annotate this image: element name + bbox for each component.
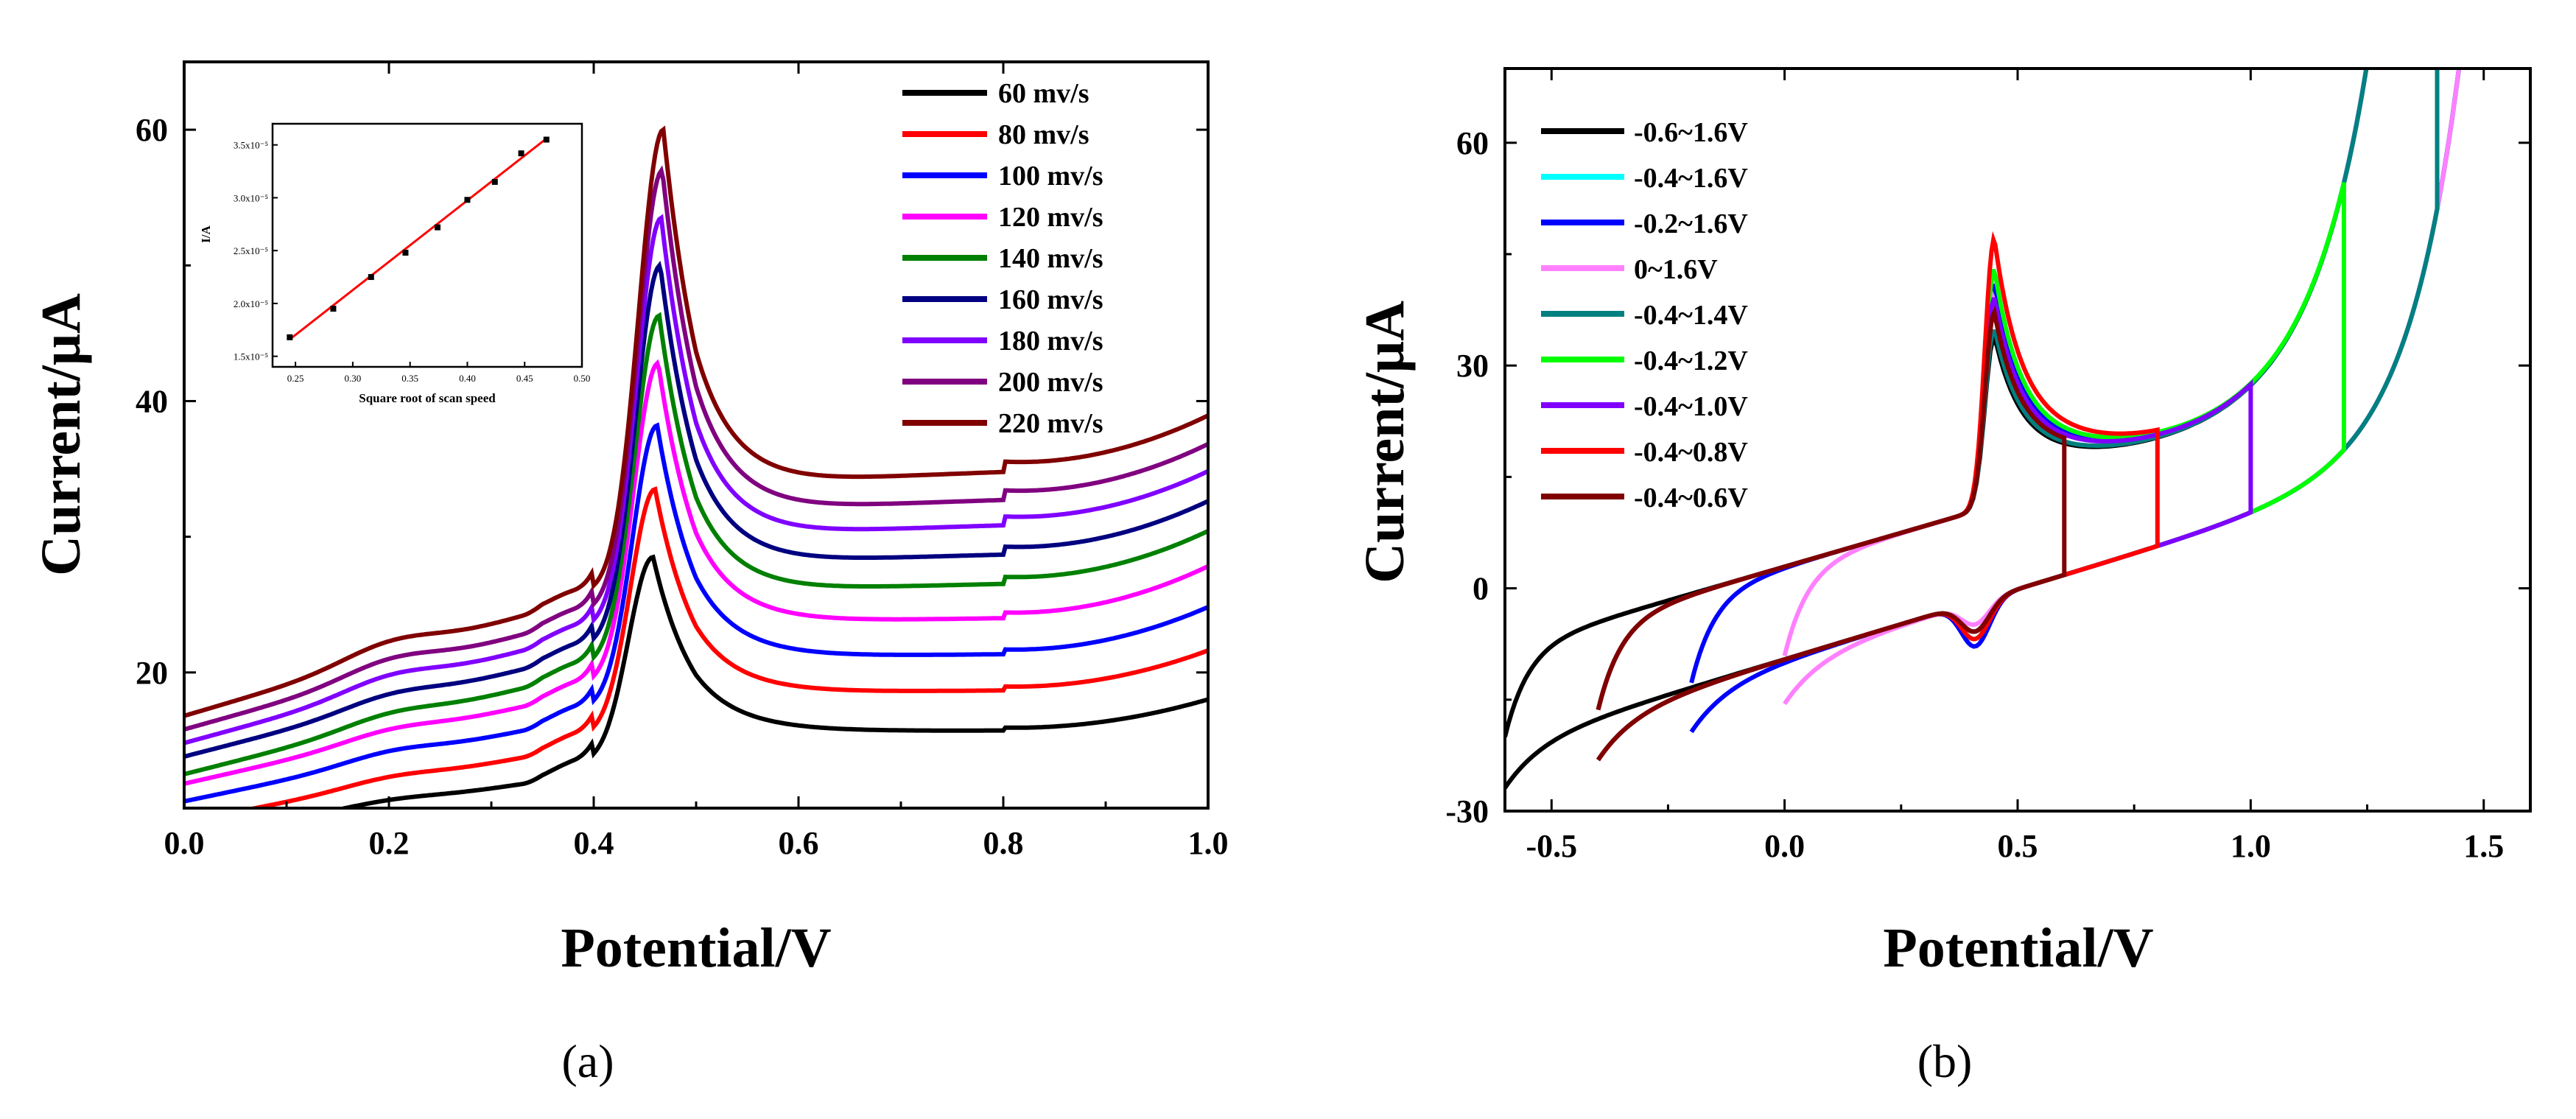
cv-loop--0.4~0.6V [1596, 305, 2067, 762]
x-tick-label: 1.0 [2231, 828, 2271, 864]
y-tick-label: 0 [1473, 571, 1489, 607]
x-tick-label: 0.0 [164, 825, 205, 861]
series-line-100-mv-s [184, 422, 1208, 804]
panel-a-label: (a) [561, 1035, 614, 1087]
x-tick-label: 0.6 [779, 825, 819, 861]
panel-a-legend: 60 mv/s 80 mv/s 100 mv/s 120 mv/s 140 mv/s 16… [902, 78, 1103, 439]
inset-y-tick-label: 3.5x10⁻⁵ [234, 140, 268, 151]
legend-label: 180 mv/s [998, 326, 1103, 357]
legend-label: -0.4~0.8V [1634, 437, 1748, 468]
panel-b-axis-ticks: -0.5 0.0 0.5 1.0 1.5 -30 0 30 60 [1445, 69, 2530, 864]
x-tick-label: 0.4 [574, 825, 614, 861]
cv-loop--0.2~1.6V [1689, 69, 2462, 734]
legend-label: 60 mv/s [998, 78, 1089, 109]
y-tick-label: 40 [136, 383, 168, 419]
legend-label: -0.4~1.2V [1634, 345, 1748, 376]
y-tick-label: 60 [1456, 125, 1489, 161]
inset-y-tick-label: 1.5x10⁻⁵ [234, 351, 268, 362]
panel-a-inset: 0.25 0.30 0.35 0.40 0.45 0.50 1.5x10⁻⁵ 2.0x10⁻⁵… [199, 122, 591, 405]
legend-label: -0.6~1.6V [1634, 117, 1748, 148]
series-line-220-mv-s [184, 125, 1208, 718]
panel-a-x-axis-label: Potential/V [561, 917, 831, 979]
inset-data-point [491, 178, 498, 185]
inset-y-axis-label: I/A [199, 225, 213, 242]
series-line-160-mv-s [184, 261, 1208, 759]
x-tick-label: 0.0 [1764, 828, 1805, 864]
legend-label: 100 mv/s [998, 161, 1103, 192]
legend-label: 120 mv/s [998, 202, 1103, 233]
series-line-200-mv-s [184, 165, 1208, 732]
inset-data-point [435, 224, 441, 231]
panel-b-curves [1505, 69, 2462, 790]
x-tick-label: 1.5 [2463, 828, 2504, 864]
inset-y-tick-label: 2.0x10⁻⁵ [234, 298, 268, 309]
legend-label: 160 mv/s [998, 284, 1103, 315]
panel-a-curves [184, 125, 1208, 808]
series-line-140-mv-s [184, 312, 1208, 776]
legend-label: 140 mv/s [998, 243, 1103, 274]
x-tick-label: 0.8 [983, 825, 1024, 861]
panel-a-axis-ticks: 0.0 0.2 0.4 0.6 0.8 1.0 20 40 60 [136, 62, 1229, 861]
inset-data-point [402, 250, 409, 256]
inset-data-point [368, 274, 374, 281]
panel-a: 0.0 0.2 0.4 0.6 0.8 1.0 20 40 60 60 mv/s 80 mv/s 1… [30, 60, 1229, 1087]
inset-data-point [464, 197, 471, 203]
inset-x-tick-label: 0.30 [345, 373, 362, 384]
legend-label: -0.4~1.4V [1634, 300, 1748, 331]
inset-data-point [330, 306, 337, 312]
inset-y-tick-label: 2.5x10⁻⁵ [234, 245, 268, 256]
y-tick-label: 30 [1456, 348, 1489, 384]
inset-data-point [287, 334, 293, 340]
series-line-80-mv-s [243, 486, 1208, 808]
legend-label: -0.4~1.0V [1634, 391, 1748, 422]
legend-label: 0~1.6V [1634, 254, 1718, 285]
inset-x-tick-label: 0.35 [401, 373, 418, 384]
panel-a-series-group [184, 125, 1208, 808]
legend-label: -0.4~0.6V [1634, 483, 1748, 513]
panel-b-x-axis-label: Potential/V [1883, 917, 2153, 979]
inset-y-tick-label: 3.0x10⁻⁵ [234, 192, 268, 203]
y-tick-label: 20 [136, 655, 168, 691]
inset-frame [271, 122, 583, 368]
legend-label: 80 mv/s [998, 119, 1089, 150]
panel-b: -0.5 0.0 0.5 1.0 1.5 -30 0 30 60 -0.6~1.6V -0.4~1… [1354, 67, 2532, 1087]
inset-x-tick-label: 0.25 [287, 373, 304, 384]
x-tick-label: -0.5 [1526, 828, 1577, 864]
series-line-60-mv-s [334, 554, 1208, 808]
legend-label: 220 mv/s [998, 408, 1103, 439]
legend-label: 200 mv/s [998, 367, 1103, 398]
inset-data-point [543, 136, 550, 143]
y-tick-label: -30 [1445, 793, 1489, 829]
x-tick-label: 0.2 [369, 825, 410, 861]
inset-data-point [518, 150, 524, 157]
inset-x-tick-label: 0.45 [516, 373, 533, 384]
inset-x-tick-label: 0.50 [574, 373, 591, 384]
x-tick-label: 0.5 [1998, 828, 2038, 864]
inset-x-axis-label: Square root of scan speed [359, 391, 496, 405]
series-line-180-mv-s [184, 214, 1208, 746]
cv-loop-0~1.6V [1782, 69, 2461, 706]
panel-b-label: (b) [1917, 1035, 1973, 1087]
panel-b-y-axis-label: Current/μA [1354, 301, 1416, 583]
x-tick-label: 1.0 [1188, 825, 1229, 861]
legend-label: -0.4~1.6V [1634, 163, 1748, 194]
legend-label: -0.2~1.6V [1634, 208, 1748, 239]
panel-a-y-axis-label: Current/μA [30, 293, 92, 576]
inset-x-tick-label: 0.40 [459, 373, 476, 384]
series-line-120-mv-s [184, 359, 1208, 786]
panel-b-legend: -0.6~1.6V -0.4~1.6V -0.2~1.6V 0~1.6V -0.4~1.… [1541, 117, 1748, 513]
panel-b-series-group [1505, 69, 2462, 790]
y-tick-label: 60 [136, 112, 168, 148]
